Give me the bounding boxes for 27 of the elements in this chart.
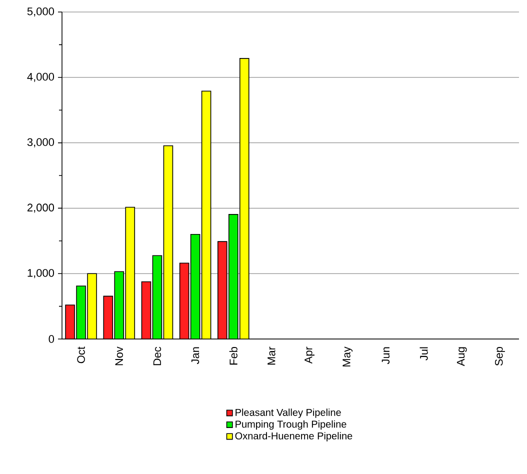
x-tick-label: Sep	[494, 347, 505, 366]
x-tick-label: Jan	[191, 347, 200, 364]
bar	[180, 263, 189, 339]
bar	[152, 256, 162, 339]
x-tick-label: Oct	[77, 346, 85, 364]
legend-label: Pumping Trough Pipeline	[236, 420, 346, 430]
x-tick-label: May	[342, 346, 353, 366]
x-tick-label: Aug	[456, 347, 467, 366]
x-tick-label: Jun	[382, 347, 390, 364]
y-tick-label: 5,000	[27, 7, 54, 17]
x-tick-label: Jul	[420, 347, 428, 360]
x-tick-label: Dec	[153, 346, 162, 366]
bar	[142, 282, 151, 339]
bar	[190, 234, 200, 339]
x-tick-label: Apr	[304, 346, 314, 364]
legend-label: Pleasant Valley Pipeline	[236, 408, 341, 418]
x-tick-label: Nov	[115, 346, 123, 366]
bar	[164, 146, 173, 339]
y-tick-label: 3,000	[27, 138, 54, 148]
y-tick-label: 1,000	[28, 269, 54, 278]
y-tick-label: 2,000	[27, 204, 54, 213]
bar	[202, 91, 211, 339]
y-tick-label: 4,000	[27, 72, 54, 82]
legend-label: Oxnard-Hueneme Pipeline	[235, 432, 352, 442]
x-tick-label: Feb	[229, 347, 238, 365]
y-tick-label: 0	[48, 335, 54, 343]
x-tick-label: Mar	[268, 346, 276, 365]
